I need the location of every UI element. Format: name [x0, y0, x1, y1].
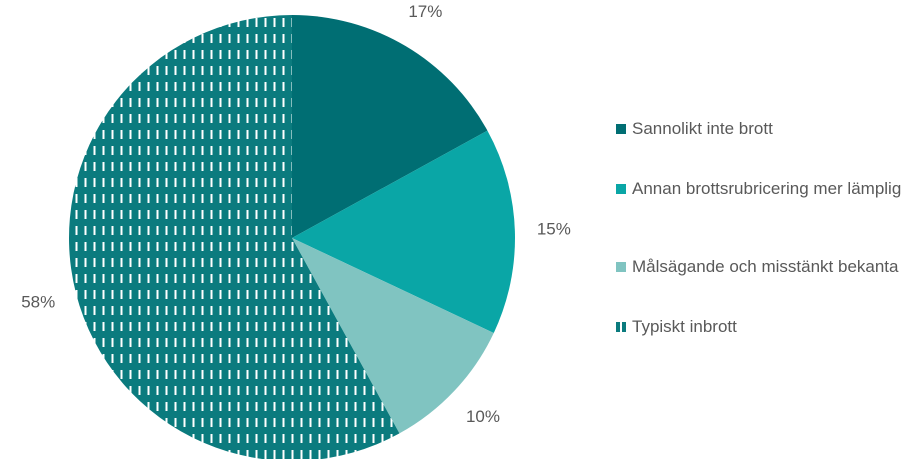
legend-label: Sannolikt inte brott [632, 119, 773, 138]
pie-slice [292, 238, 494, 434]
legend-label: Annan brottsrubricering mer lämplig [632, 179, 902, 198]
data-label: 58% [21, 293, 55, 312]
legend-swatch [616, 322, 626, 332]
pie-slice [292, 130, 515, 333]
legend-item: Annan brottsrubricering mer lämplig [614, 178, 914, 200]
pie-slice [292, 15, 488, 238]
legend-swatch [616, 124, 626, 134]
pie-slice [69, 15, 400, 459]
legend-label: Typiskt inbrott [632, 317, 737, 336]
legend-item: Sannolikt inte brott [614, 118, 914, 140]
data-label: 15% [537, 219, 571, 238]
legend-item: Målsägande och misstänkt bekanta [614, 256, 914, 278]
legend-item: Typiskt inbrott [614, 316, 914, 338]
legend-swatch [616, 184, 626, 194]
data-label: 17% [408, 2, 442, 21]
legend-label: Målsägande och misstänkt bekanta [632, 257, 899, 276]
legend-swatch [616, 262, 626, 272]
data-label: 10% [466, 407, 500, 426]
